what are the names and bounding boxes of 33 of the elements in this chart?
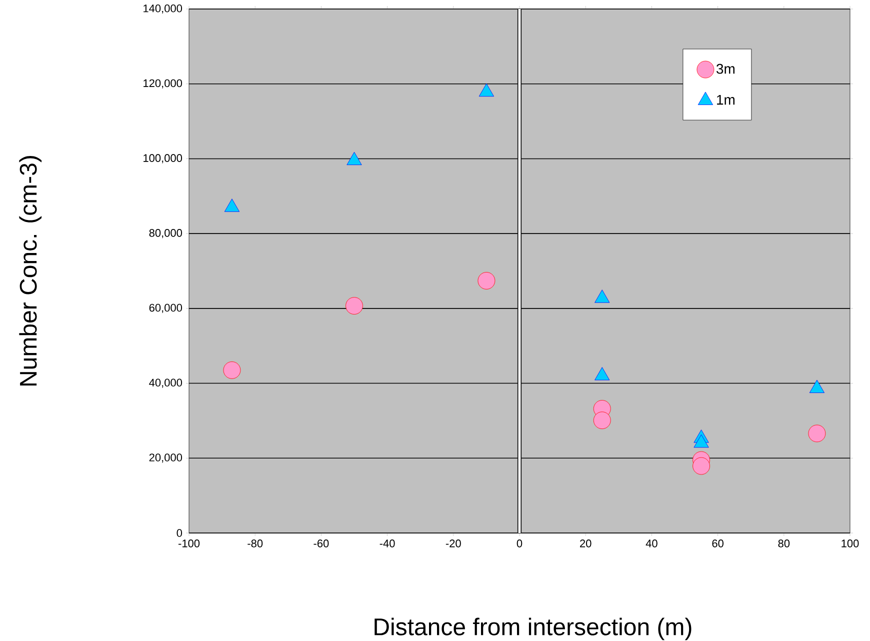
y-tick-label: 120,000: [144, 79, 182, 88]
legend-label: 3m: [716, 64, 734, 74]
y-tick-label: 140,000: [144, 4, 182, 14]
x-tick-label: 40: [646, 540, 658, 548]
point: [594, 290, 610, 303]
x-tick-label: 60: [712, 540, 724, 548]
y-tick-label: 0: [176, 529, 182, 537]
point: [478, 83, 494, 97]
y-tick-label: 100,000: [144, 154, 182, 164]
legend-label: 1m: [717, 94, 734, 105]
x-tick-label: 20: [580, 540, 592, 548]
x-tick-label: 80: [778, 540, 790, 548]
point: [224, 198, 240, 212]
x-tick-label: 0: [516, 540, 522, 548]
point: [692, 457, 710, 475]
y-tick-label: 40,000: [149, 378, 182, 388]
point: [808, 424, 826, 442]
x-tick-label: -40: [380, 540, 395, 548]
x-tick-label: -80: [248, 540, 263, 548]
y-tick-label: 20,000: [149, 454, 182, 463]
point: [593, 412, 611, 430]
point: [346, 152, 362, 166]
x-tick-label: -100: [178, 540, 200, 548]
y-tick-label: 80,000: [149, 229, 182, 238]
x-tick-label: -20: [446, 540, 461, 548]
y-axis-title: Number Conc. (cm-3): [19, 156, 42, 386]
point: [346, 297, 363, 315]
x-axis-title: Distance from intersection (m): [374, 618, 692, 640]
x-tick-label: 100: [842, 540, 859, 548]
point: [223, 361, 241, 379]
y-tick-label: 60,000: [149, 304, 182, 313]
point: [478, 272, 496, 290]
x-tick-label: -60: [314, 540, 329, 548]
